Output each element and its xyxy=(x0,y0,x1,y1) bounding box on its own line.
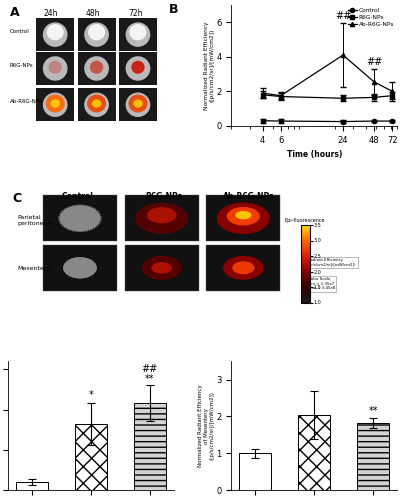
Ellipse shape xyxy=(131,60,145,74)
Bar xyxy=(134,403,166,490)
Text: Ab-R6G-NPs: Ab-R6G-NPs xyxy=(223,192,275,201)
Ellipse shape xyxy=(90,60,103,74)
Text: Radiant Efficiency
([p/s/cm2/sr]/[mW/cm2]): Radiant Efficiency ([p/s/cm2/sr]/[mW/cm2… xyxy=(308,258,356,267)
FancyBboxPatch shape xyxy=(77,52,115,85)
FancyBboxPatch shape xyxy=(125,195,198,242)
Ellipse shape xyxy=(63,258,97,278)
Bar xyxy=(298,414,330,490)
Bar xyxy=(357,423,389,490)
Text: R6G-NPs: R6G-NPs xyxy=(10,63,33,68)
Text: 72h: 72h xyxy=(128,8,143,18)
Y-axis label: Normalized Radiant Efficiency
of Mesentery
([p/s/cm2/sr]/[mW/cm2]): Normalized Radiant Efficiency of Mesente… xyxy=(198,384,215,467)
Ellipse shape xyxy=(47,24,64,40)
Ellipse shape xyxy=(84,92,109,117)
FancyBboxPatch shape xyxy=(119,88,157,121)
Text: *: * xyxy=(88,390,93,400)
Bar xyxy=(16,482,48,490)
Ellipse shape xyxy=(88,24,105,40)
Ellipse shape xyxy=(232,262,254,274)
Ellipse shape xyxy=(43,22,67,47)
Ellipse shape xyxy=(227,207,260,226)
Ellipse shape xyxy=(84,22,109,47)
Ellipse shape xyxy=(223,256,264,280)
Text: A: A xyxy=(10,6,19,19)
Ellipse shape xyxy=(43,92,67,117)
Text: ##: ## xyxy=(142,364,158,374)
FancyBboxPatch shape xyxy=(125,244,198,291)
Text: ##: ## xyxy=(335,10,351,20)
Ellipse shape xyxy=(151,262,172,274)
Text: Control: Control xyxy=(10,29,29,34)
Ellipse shape xyxy=(130,24,146,40)
Text: Parietal
peritoneum: Parietal peritoneum xyxy=(18,215,55,226)
FancyBboxPatch shape xyxy=(36,52,74,85)
FancyBboxPatch shape xyxy=(36,18,74,51)
Ellipse shape xyxy=(49,60,62,74)
Text: Color Scale
Min = 1.35e7
Max = 3.45e8: Color Scale Min = 1.35e7 Max = 3.45e8 xyxy=(308,278,335,290)
Text: Ab-R6G-NPs: Ab-R6G-NPs xyxy=(10,99,43,104)
Ellipse shape xyxy=(235,211,251,220)
Ellipse shape xyxy=(128,94,148,112)
FancyBboxPatch shape xyxy=(119,18,157,51)
FancyBboxPatch shape xyxy=(77,18,115,51)
FancyBboxPatch shape xyxy=(119,52,157,85)
FancyBboxPatch shape xyxy=(207,244,280,291)
FancyBboxPatch shape xyxy=(77,88,115,121)
Y-axis label: Normalized Radiant Efficiency
([p/s/cm2/sr]/[mW/cm2]): Normalized Radiant Efficiency ([p/s/cm2/… xyxy=(204,21,215,110)
Text: ##: ## xyxy=(366,57,382,67)
Ellipse shape xyxy=(136,204,188,234)
Text: R6G-NPs: R6G-NPs xyxy=(145,192,182,201)
Bar xyxy=(239,453,271,490)
FancyBboxPatch shape xyxy=(36,88,74,121)
Text: **: ** xyxy=(369,406,378,416)
Legend: Control, R6G-NPs, Ab-R6G-NPs: Control, R6G-NPs, Ab-R6G-NPs xyxy=(348,8,394,26)
Text: C: C xyxy=(12,192,21,205)
Ellipse shape xyxy=(126,92,150,117)
Ellipse shape xyxy=(133,100,143,108)
Ellipse shape xyxy=(126,56,150,80)
FancyBboxPatch shape xyxy=(43,244,117,291)
Ellipse shape xyxy=(51,100,60,108)
Ellipse shape xyxy=(87,94,106,112)
Text: Mesentery: Mesentery xyxy=(18,266,51,272)
Bar xyxy=(75,424,107,490)
X-axis label: Time (hours): Time (hours) xyxy=(287,150,342,159)
Ellipse shape xyxy=(147,207,176,224)
Text: **: ** xyxy=(145,374,154,384)
Ellipse shape xyxy=(92,100,101,108)
Ellipse shape xyxy=(46,94,65,112)
Text: B: B xyxy=(168,2,178,16)
Text: Control: Control xyxy=(62,192,94,201)
FancyBboxPatch shape xyxy=(207,195,280,242)
Text: 48h: 48h xyxy=(86,8,101,18)
Ellipse shape xyxy=(217,202,270,234)
Ellipse shape xyxy=(84,56,109,80)
Title: Epi-fluorescence: Epi-fluorescence xyxy=(285,218,325,223)
Ellipse shape xyxy=(60,206,100,231)
Text: 24h: 24h xyxy=(44,8,58,18)
FancyBboxPatch shape xyxy=(43,195,117,242)
Ellipse shape xyxy=(142,256,181,280)
Ellipse shape xyxy=(43,56,67,80)
Ellipse shape xyxy=(126,22,150,47)
